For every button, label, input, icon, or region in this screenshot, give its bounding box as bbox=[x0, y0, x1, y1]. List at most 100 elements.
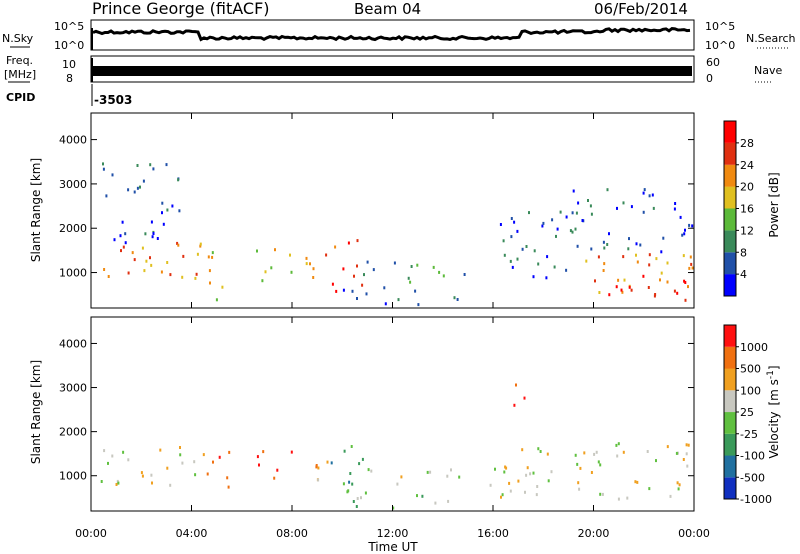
velocity-ytick-label: 3000 bbox=[59, 382, 87, 395]
velocity-cell bbox=[273, 476, 276, 480]
velocity-panel: 1000 2000 3000 4000 00:00 04:00 08:00 12:00 16:… bbox=[29, 316, 781, 554]
velocity-cell bbox=[127, 458, 130, 462]
power-cell bbox=[107, 275, 110, 278]
power-cell bbox=[545, 276, 548, 280]
power-cell bbox=[442, 274, 445, 278]
power-cell bbox=[124, 241, 127, 245]
velocity-cell bbox=[206, 472, 209, 476]
power-cell bbox=[594, 279, 596, 283]
power-cell bbox=[361, 283, 364, 287]
time-tick-label: 08:00 bbox=[276, 527, 308, 540]
time-tick-label: 00:00 bbox=[75, 527, 107, 540]
velocity-cell bbox=[615, 443, 618, 447]
velocity-cell bbox=[364, 491, 367, 495]
power-cell bbox=[351, 289, 354, 293]
power-cell bbox=[383, 286, 386, 290]
velocity-colorbar-unit-sup: -1 bbox=[766, 370, 776, 379]
power-cell bbox=[642, 210, 645, 214]
power-cell bbox=[162, 222, 165, 226]
power-colorbar-label: Power [dB] bbox=[767, 172, 781, 237]
velocity-cell bbox=[687, 443, 690, 447]
power-cell bbox=[666, 280, 669, 284]
power-cell bbox=[103, 268, 106, 271]
power-cell bbox=[598, 291, 601, 294]
velocity-cell bbox=[315, 465, 318, 469]
velocity-cell bbox=[100, 480, 103, 483]
power-cell bbox=[456, 298, 459, 301]
time-tick-label: 16:00 bbox=[477, 527, 509, 540]
velocity-cell bbox=[536, 485, 539, 488]
power-cell bbox=[537, 262, 540, 266]
power-cell bbox=[511, 265, 514, 269]
power-cell bbox=[687, 285, 689, 289]
date-label: 06/Feb/2014 bbox=[594, 0, 688, 18]
velocity-cell bbox=[494, 467, 496, 471]
velocity-cell bbox=[678, 483, 681, 487]
power-cell bbox=[528, 211, 530, 215]
power-cell bbox=[628, 285, 631, 289]
power-cell bbox=[503, 253, 506, 257]
power-cell bbox=[334, 245, 337, 249]
power-cell bbox=[409, 280, 412, 284]
velocity-cell bbox=[421, 494, 424, 498]
velocity-cell bbox=[576, 462, 579, 466]
velocity-colorbar-segment bbox=[724, 455, 736, 478]
velocity-cell bbox=[685, 443, 688, 447]
velocity-cell bbox=[504, 465, 507, 469]
power-cell bbox=[356, 239, 359, 243]
nsky-tick-bottom: 10^0 bbox=[54, 39, 84, 52]
velocity-cell bbox=[626, 496, 629, 500]
power-cell bbox=[166, 261, 169, 264]
power-cell bbox=[628, 237, 630, 241]
power-cell bbox=[261, 279, 264, 283]
power-colorbar-tick-label: 20 bbox=[740, 181, 754, 194]
power-cell bbox=[648, 194, 651, 198]
power-cell bbox=[120, 249, 122, 253]
power-cell bbox=[150, 263, 153, 267]
power-cell bbox=[553, 265, 556, 269]
velocity-ytick-label: 2000 bbox=[59, 426, 87, 439]
power-cell bbox=[603, 262, 606, 266]
velocity-colorbar-label: Velocity [m s-1] bbox=[766, 365, 781, 458]
power-cell bbox=[655, 257, 658, 261]
velocity-cell bbox=[446, 474, 449, 478]
power-cell bbox=[312, 267, 315, 271]
power-cell bbox=[111, 173, 114, 177]
velocity-colorbar-tick-label: 25 bbox=[740, 406, 754, 419]
power-colorbar-tick-label: 24 bbox=[740, 159, 754, 172]
velocity-cell bbox=[416, 494, 418, 498]
velocity-cell bbox=[509, 489, 512, 493]
power-cell bbox=[256, 249, 258, 253]
freq-tick-bottom: 8 bbox=[66, 72, 73, 85]
power-cell bbox=[393, 261, 396, 265]
velocity-colorbar-tick-label: -100 bbox=[740, 450, 765, 463]
power-cell bbox=[521, 247, 524, 251]
power-cell bbox=[565, 268, 568, 272]
velocity-colorbar-tick-label: -500 bbox=[740, 471, 765, 484]
velocity-cell bbox=[601, 492, 604, 496]
power-cell bbox=[623, 278, 626, 282]
power-cell bbox=[587, 199, 589, 202]
time-tick-label: 12:00 bbox=[377, 527, 409, 540]
velocity-cell bbox=[579, 466, 582, 470]
power-cell bbox=[384, 302, 387, 306]
power-cell bbox=[305, 256, 308, 260]
velocity-heatmap bbox=[100, 383, 690, 510]
station-title: Prince George (fitACF) bbox=[92, 0, 270, 18]
velocity-cell bbox=[317, 478, 320, 482]
velocity-cell bbox=[547, 479, 550, 483]
power-panel: 1000 2000 3000 4000 Slant Range [km] 28 24 20… bbox=[29, 112, 781, 309]
velocity-cell bbox=[169, 483, 172, 487]
power-cell bbox=[194, 276, 197, 280]
velocity-cell bbox=[181, 461, 184, 465]
velocity-cell bbox=[648, 487, 651, 491]
power-cell bbox=[347, 241, 350, 245]
power-cell bbox=[312, 276, 315, 279]
velocity-cell bbox=[370, 469, 373, 473]
power-cell bbox=[136, 186, 139, 190]
power-cell bbox=[627, 247, 630, 251]
velocity-cell bbox=[150, 473, 153, 477]
velocity-cell bbox=[141, 474, 144, 478]
velocity-cell bbox=[140, 471, 143, 475]
velocity-cell bbox=[358, 462, 361, 466]
